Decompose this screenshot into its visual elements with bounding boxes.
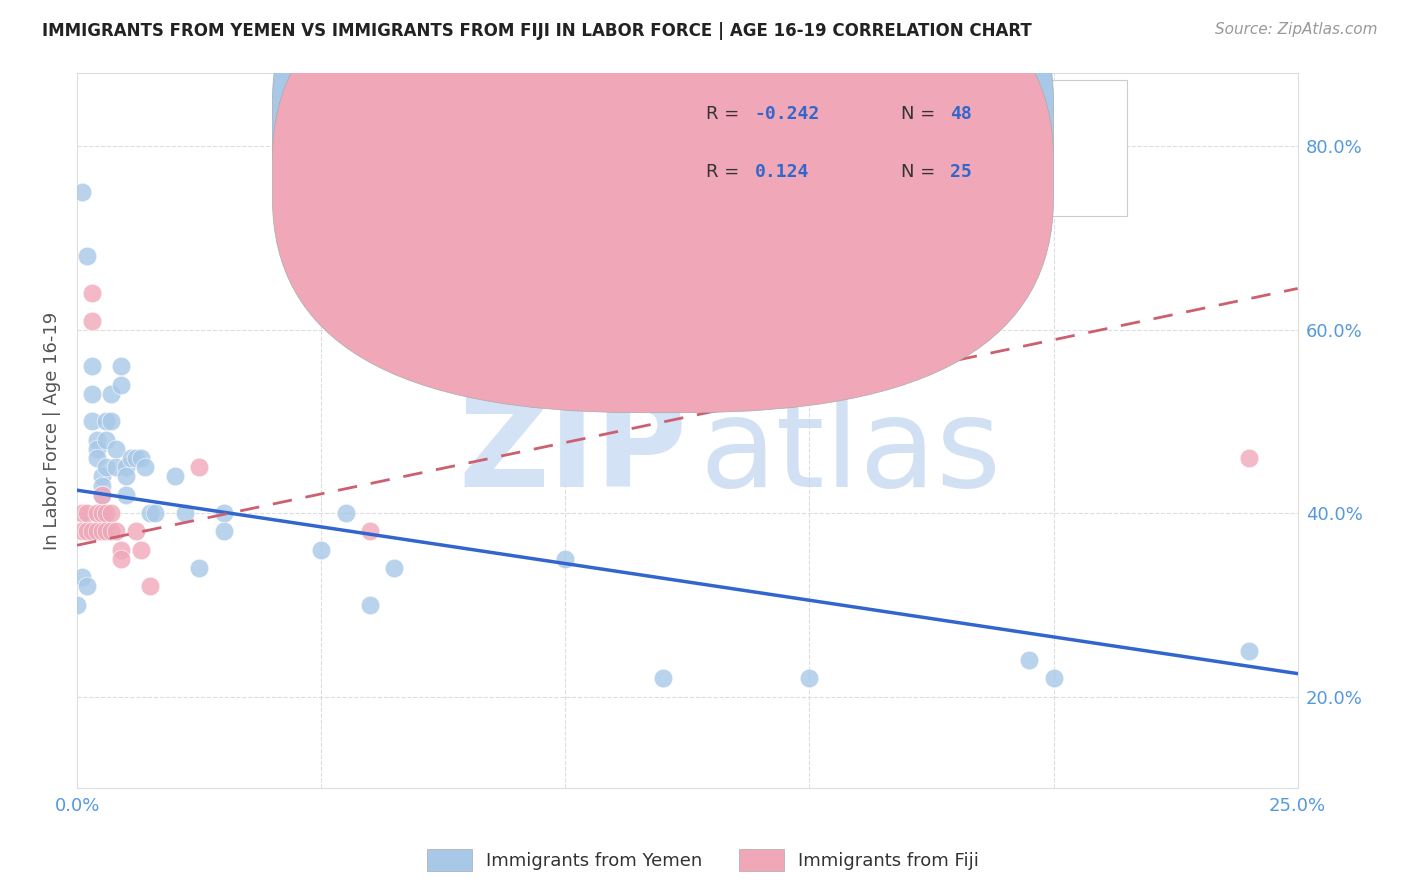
Point	[70, 570, 93, 584]
Point	[554, 552, 576, 566]
Point	[90, 488, 112, 502]
Text: Source: ZipAtlas.com: Source: ZipAtlas.com	[1215, 22, 1378, 37]
Text: -0.242: -0.242	[755, 105, 820, 123]
FancyBboxPatch shape	[273, 0, 1053, 356]
Point	[335, 506, 357, 520]
Point	[100, 524, 122, 539]
Point	[163, 469, 186, 483]
Point	[115, 469, 138, 483]
Point	[1237, 451, 1260, 466]
Point	[115, 460, 138, 475]
Point	[86, 451, 108, 466]
Point	[110, 359, 132, 374]
Point	[90, 524, 112, 539]
Text: R =: R =	[706, 105, 745, 123]
Point	[80, 524, 103, 539]
Point	[1237, 643, 1260, 657]
Point	[110, 542, 132, 557]
Point	[1042, 671, 1064, 685]
Point	[86, 506, 108, 520]
Point	[70, 506, 93, 520]
Point	[652, 671, 675, 685]
Text: 25: 25	[950, 162, 972, 181]
Point	[80, 359, 103, 374]
Point	[96, 524, 118, 539]
Point	[129, 451, 152, 466]
Point	[105, 524, 128, 539]
Point	[110, 552, 132, 566]
Point	[125, 451, 148, 466]
Point	[139, 506, 162, 520]
Point	[134, 460, 156, 475]
Text: 48: 48	[950, 105, 972, 123]
Point	[76, 249, 98, 263]
Text: atlas: atlas	[700, 392, 1001, 513]
Text: N =: N =	[901, 162, 941, 181]
Point	[80, 313, 103, 327]
Point	[66, 598, 89, 612]
Point	[105, 442, 128, 456]
Point	[105, 460, 128, 475]
FancyBboxPatch shape	[273, 0, 1053, 413]
Point	[90, 478, 112, 492]
Y-axis label: In Labor Force | Age 16-19: In Labor Force | Age 16-19	[44, 311, 60, 549]
Point	[120, 451, 142, 466]
Point	[1018, 653, 1040, 667]
Point	[96, 414, 118, 428]
Point	[90, 506, 112, 520]
Point	[143, 506, 166, 520]
Point	[90, 488, 112, 502]
Point	[90, 506, 112, 520]
Point	[100, 506, 122, 520]
FancyBboxPatch shape	[614, 80, 1126, 216]
Point	[100, 387, 122, 401]
Point	[100, 414, 122, 428]
Point	[129, 542, 152, 557]
Point	[70, 524, 93, 539]
Point	[86, 442, 108, 456]
Point	[188, 561, 211, 575]
Text: N =: N =	[901, 105, 941, 123]
Point	[139, 580, 162, 594]
Point	[96, 506, 118, 520]
Point	[359, 598, 381, 612]
Point	[86, 433, 108, 447]
Point	[76, 580, 98, 594]
Point	[212, 506, 235, 520]
Text: R =: R =	[706, 162, 756, 181]
Point	[125, 524, 148, 539]
Point	[188, 460, 211, 475]
Point	[799, 671, 821, 685]
Point	[110, 377, 132, 392]
Point	[173, 506, 195, 520]
Point	[96, 460, 118, 475]
Point	[90, 469, 112, 483]
Point	[86, 524, 108, 539]
Point	[76, 506, 98, 520]
Text: 0.124: 0.124	[755, 162, 808, 181]
Point	[115, 488, 138, 502]
Point	[80, 387, 103, 401]
Point	[359, 524, 381, 539]
Point	[70, 185, 93, 199]
Point	[212, 524, 235, 539]
Point	[309, 542, 332, 557]
Legend: Immigrants from Yemen, Immigrants from Fiji: Immigrants from Yemen, Immigrants from F…	[419, 842, 987, 879]
Point	[80, 286, 103, 301]
Point	[80, 414, 103, 428]
Text: IMMIGRANTS FROM YEMEN VS IMMIGRANTS FROM FIJI IN LABOR FORCE | AGE 16-19 CORRELA: IMMIGRANTS FROM YEMEN VS IMMIGRANTS FROM…	[42, 22, 1032, 40]
Point	[384, 561, 406, 575]
Text: ZIP: ZIP	[458, 392, 688, 513]
Point	[96, 433, 118, 447]
Point	[76, 524, 98, 539]
